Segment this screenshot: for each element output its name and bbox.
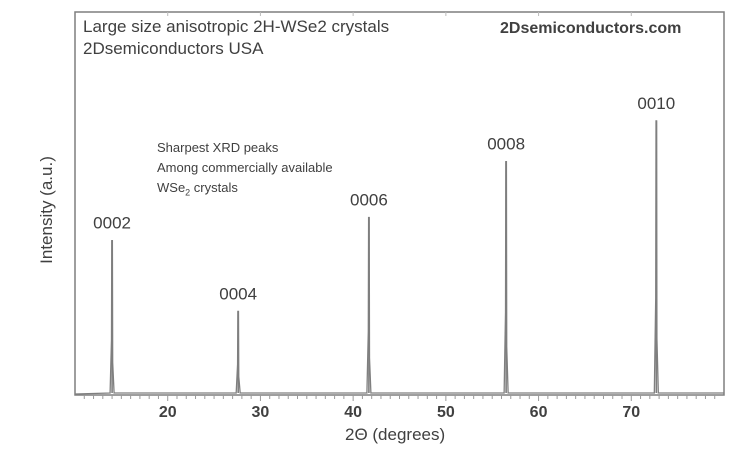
x-tick-label: 20: [159, 404, 177, 421]
x-axis-label: 2Θ (degrees): [345, 425, 446, 444]
y-axis-label: Intensity (a.u.): [37, 156, 56, 264]
peak-label: 0008: [487, 135, 525, 154]
x-tick-label: 70: [622, 404, 640, 421]
x-tick-label: 40: [344, 404, 362, 421]
title-line-1: Large size anisotropic 2H-WSe2 crystals: [83, 17, 390, 36]
x-tick-label: 30: [252, 404, 270, 421]
annotation-line-3: WSe2 crystals: [157, 178, 333, 203]
annotation-wse: WSe: [157, 180, 186, 195]
plot-frame: [74, 11, 725, 396]
annotation: Sharpest XRD peaks Among commercially av…: [157, 138, 333, 203]
peak-label: 0002: [93, 214, 131, 233]
watermark-text: 2Dsemiconductors.com: [500, 20, 682, 37]
peak-label: 0006: [350, 190, 388, 209]
annotation-line-2: Among commercially available: [157, 160, 333, 175]
x-tick-label: 50: [437, 404, 455, 421]
chart-title: Large size anisotropic 2H-WSe2 crystals …: [83, 16, 389, 60]
annotation-subscript: 2: [185, 187, 191, 198]
annotation-line-1: Sharpest XRD peaks: [157, 140, 279, 155]
annotation-crystals: crystals: [190, 180, 238, 195]
peak-label: 0010: [637, 94, 675, 113]
title-line-2: 2Dsemiconductors USA: [83, 39, 264, 58]
x-tick-label: 60: [530, 404, 548, 421]
peak-label: 0004: [219, 284, 257, 303]
